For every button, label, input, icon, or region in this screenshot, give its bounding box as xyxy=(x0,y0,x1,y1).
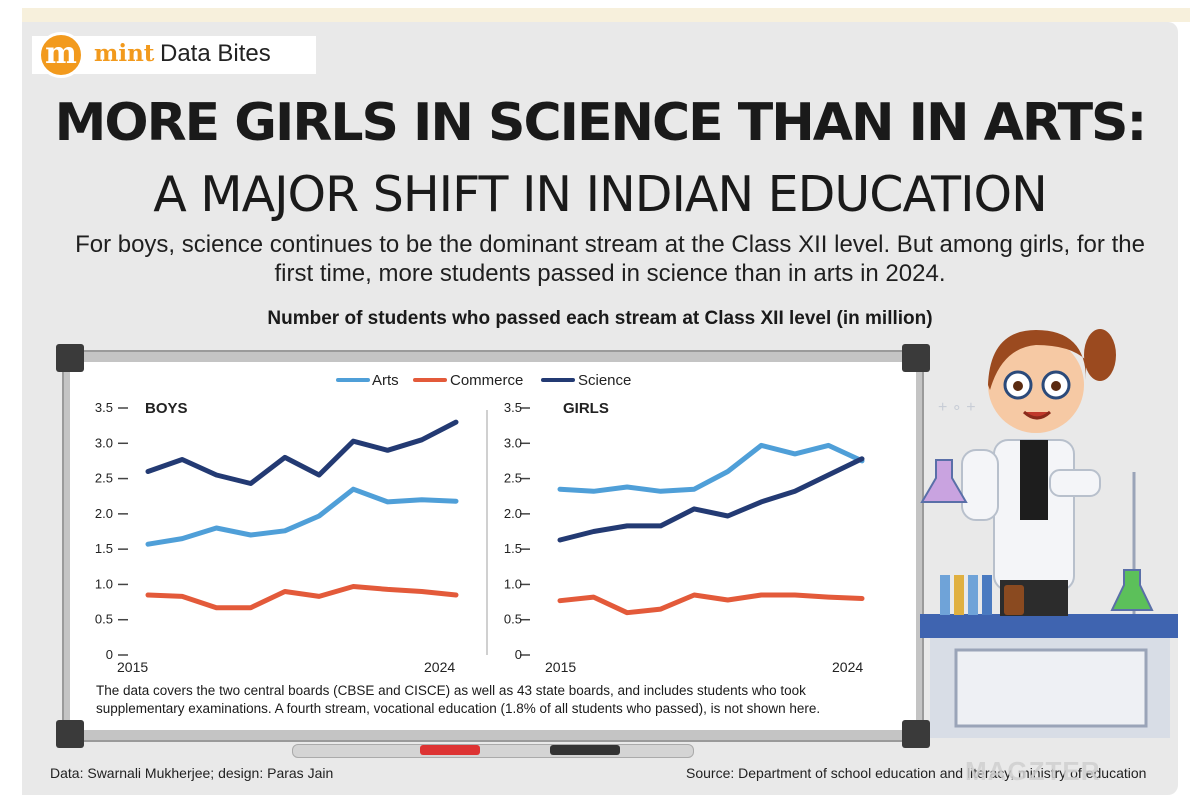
headline-line-1: MORE GIRLS IN SCIENCE THAN IN ARTS: xyxy=(54,93,1148,153)
series-line-commerce xyxy=(557,592,865,616)
mint-logo-icon: m xyxy=(38,32,84,78)
y-tick-label: 0 xyxy=(106,647,113,662)
legend-commerce-label: Commerce xyxy=(450,372,523,389)
boys-x-tick-last: 2024 xyxy=(424,659,455,675)
y-tick-label: 1.5 xyxy=(95,541,113,556)
eye-right xyxy=(1051,381,1061,391)
shirt xyxy=(1020,440,1048,520)
y-tick-label: 2.0 xyxy=(95,506,113,521)
credit-text: Data: Swarnali Mukherjee; design: Paras … xyxy=(50,765,334,781)
girls-title: GIRLS xyxy=(563,400,609,417)
scientist-illustration: + ∘ + xyxy=(920,329,1178,738)
legend: Arts Commerce Science xyxy=(336,372,631,389)
board-corner xyxy=(56,344,84,372)
brand-name: mint xyxy=(94,40,155,67)
bottle-icon xyxy=(1004,585,1024,615)
y-tick-label: 3.5 xyxy=(504,400,522,415)
series-line-arts xyxy=(145,486,459,547)
eye-left xyxy=(1013,381,1023,391)
boys-title: BOYS xyxy=(145,400,188,417)
girls-x-tick-last: 2024 xyxy=(832,659,863,675)
series-line-science xyxy=(145,419,459,486)
section-name: Data Bites xyxy=(160,40,271,67)
test-tube-icon xyxy=(954,575,964,615)
series-line-arts xyxy=(557,442,865,494)
test-tube-icon xyxy=(940,575,950,615)
y-tick-label: 3.0 xyxy=(504,435,522,450)
data-note: The data covers the two central boards (… xyxy=(96,683,821,716)
board-corner xyxy=(56,720,84,748)
whiteboard-surface xyxy=(70,362,916,730)
flask-icon xyxy=(920,459,968,503)
y-tick-label: 2.5 xyxy=(95,471,113,486)
face xyxy=(988,337,1084,433)
lab-table-panel xyxy=(954,648,1148,728)
y-tick-label: 1.0 xyxy=(95,576,113,591)
girls-chart: GIRLS 2015 2024 0 0.5 1.0 1.5 2.0 2.5 3.0 3.5 xyxy=(504,400,865,675)
watermark: MAGZTER xyxy=(965,756,1101,786)
headline-line-2: A MAJOR SHIFT IN INDIAN EDUCATION xyxy=(153,166,1048,223)
legend-arts-label: Arts xyxy=(372,372,399,389)
y-tick-label: 3.0 xyxy=(95,435,113,450)
lab-table-top xyxy=(920,614,1178,638)
y-tick-label: 2.5 xyxy=(504,471,522,486)
y-tick-label: 1.5 xyxy=(504,541,522,556)
series-line-commerce xyxy=(145,584,459,611)
board-corner xyxy=(902,344,930,372)
boys-chart: BOYS 2015 2024 0 0.5 1.0 1.5 2.0 2.5 3.0 3.5 xyxy=(95,400,459,675)
boys-x-tick-first: 2015 xyxy=(117,659,148,675)
red-marker-icon xyxy=(420,745,480,755)
ponytail xyxy=(1084,329,1116,381)
top-strip xyxy=(22,8,1190,22)
deck-text: For boys, science continues to be the do… xyxy=(75,231,1145,287)
left-arm xyxy=(961,449,999,521)
smile xyxy=(1022,410,1052,420)
legend-science-label: Science xyxy=(578,372,631,389)
chart-title: Number of students who passed each strea… xyxy=(267,308,933,329)
right-arm xyxy=(1049,469,1101,497)
y-tick-label: 3.5 xyxy=(95,400,113,415)
bubbles-icon: + ∘ + xyxy=(938,399,976,416)
source-text: Source: Department of school education a… xyxy=(686,765,1147,781)
board-corner xyxy=(902,720,930,748)
series-line-science xyxy=(557,456,865,543)
test-tube-icon xyxy=(968,575,978,615)
girls-x-tick-first: 2015 xyxy=(545,659,576,675)
y-tick-label: 0.5 xyxy=(504,612,522,627)
test-tube-icon xyxy=(982,575,992,615)
y-tick-label: 0.5 xyxy=(95,612,113,627)
y-tick-label: 1.0 xyxy=(504,576,522,591)
black-marker-icon xyxy=(550,745,620,755)
y-tick-label: 2.0 xyxy=(504,506,522,521)
hair xyxy=(988,330,1086,390)
y-tick-label: 0 xyxy=(515,647,522,662)
green-flask-icon xyxy=(1110,569,1154,611)
